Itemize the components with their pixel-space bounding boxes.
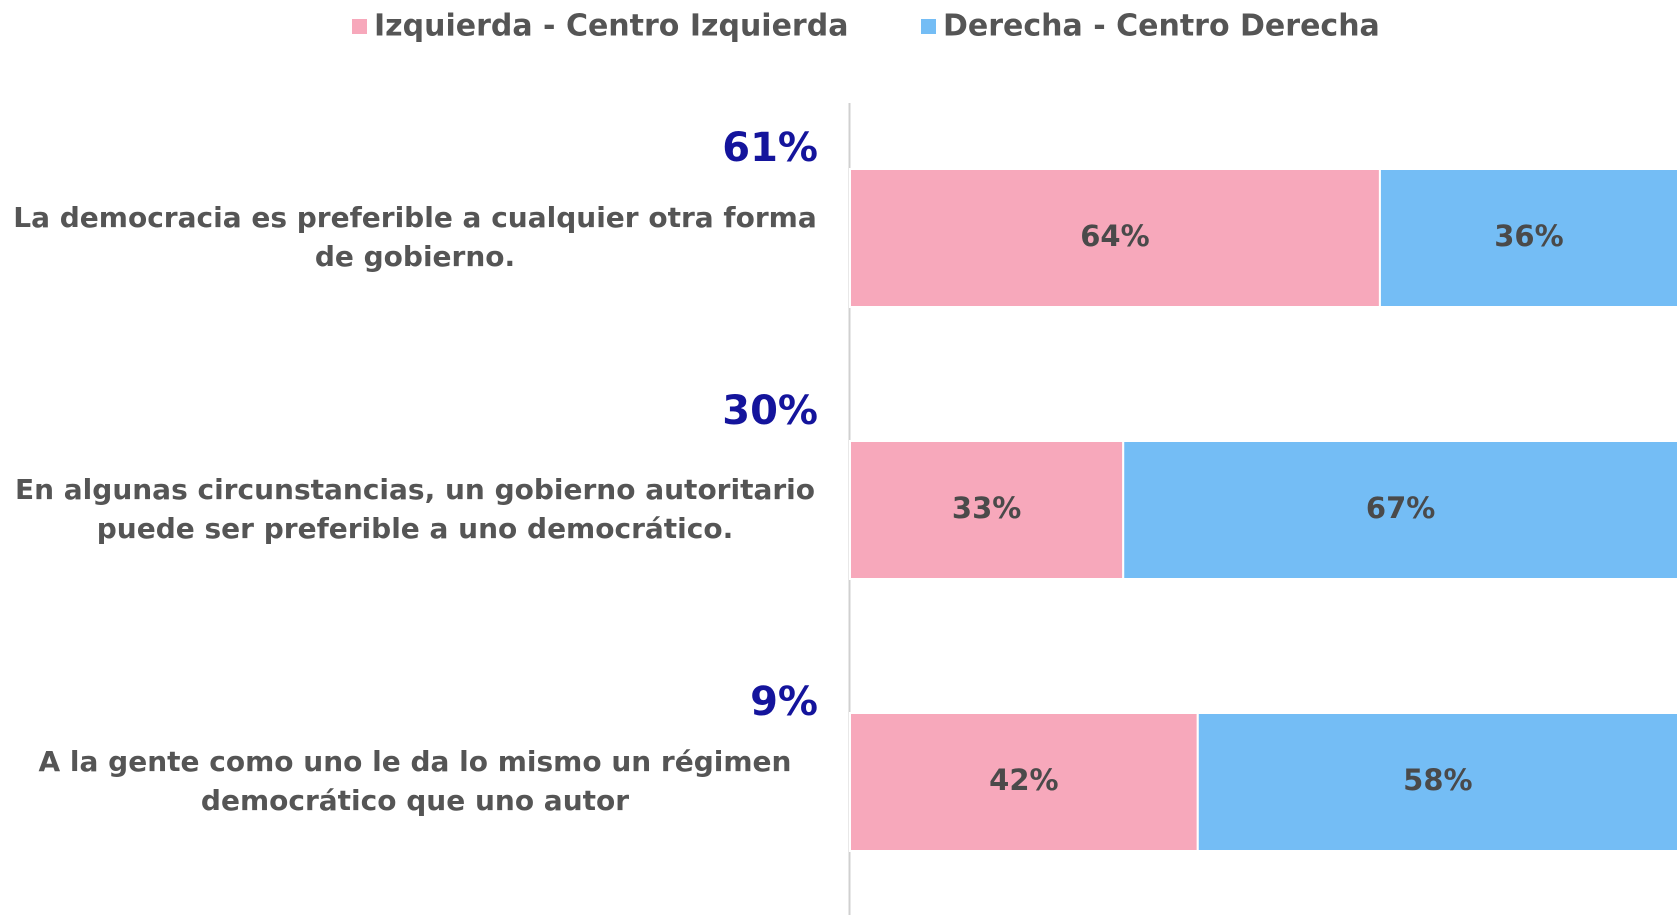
data-label: 42% xyxy=(989,763,1058,797)
data-label: 64% xyxy=(1080,219,1149,253)
data-label: 67% xyxy=(1366,491,1435,525)
category-label: La democracia es preferible a cualquier … xyxy=(13,201,817,273)
category-label: A la gente como uno le da lo mismo un ré… xyxy=(38,745,792,817)
category-share: 61% xyxy=(722,125,818,171)
legend-label: Derecha - Centro Derecha xyxy=(943,9,1380,44)
legend-swatch xyxy=(352,19,367,34)
data-label: 36% xyxy=(1494,219,1563,253)
bar-segment xyxy=(1122,440,1678,580)
legend-swatch xyxy=(921,19,936,34)
data-label: 58% xyxy=(1403,763,1472,797)
category-label: En algunas circunstancias, un gobierno a… xyxy=(14,473,816,545)
bar-segment xyxy=(1196,712,1678,852)
category-share: 30% xyxy=(722,388,818,434)
category-share: 9% xyxy=(750,679,818,725)
data-label: 33% xyxy=(952,491,1021,525)
bar-segment xyxy=(1378,168,1678,308)
legend-label: Izquierda - Centro Izquierda xyxy=(374,9,848,44)
bar-segment xyxy=(849,712,1199,852)
bar-segment xyxy=(849,440,1125,580)
